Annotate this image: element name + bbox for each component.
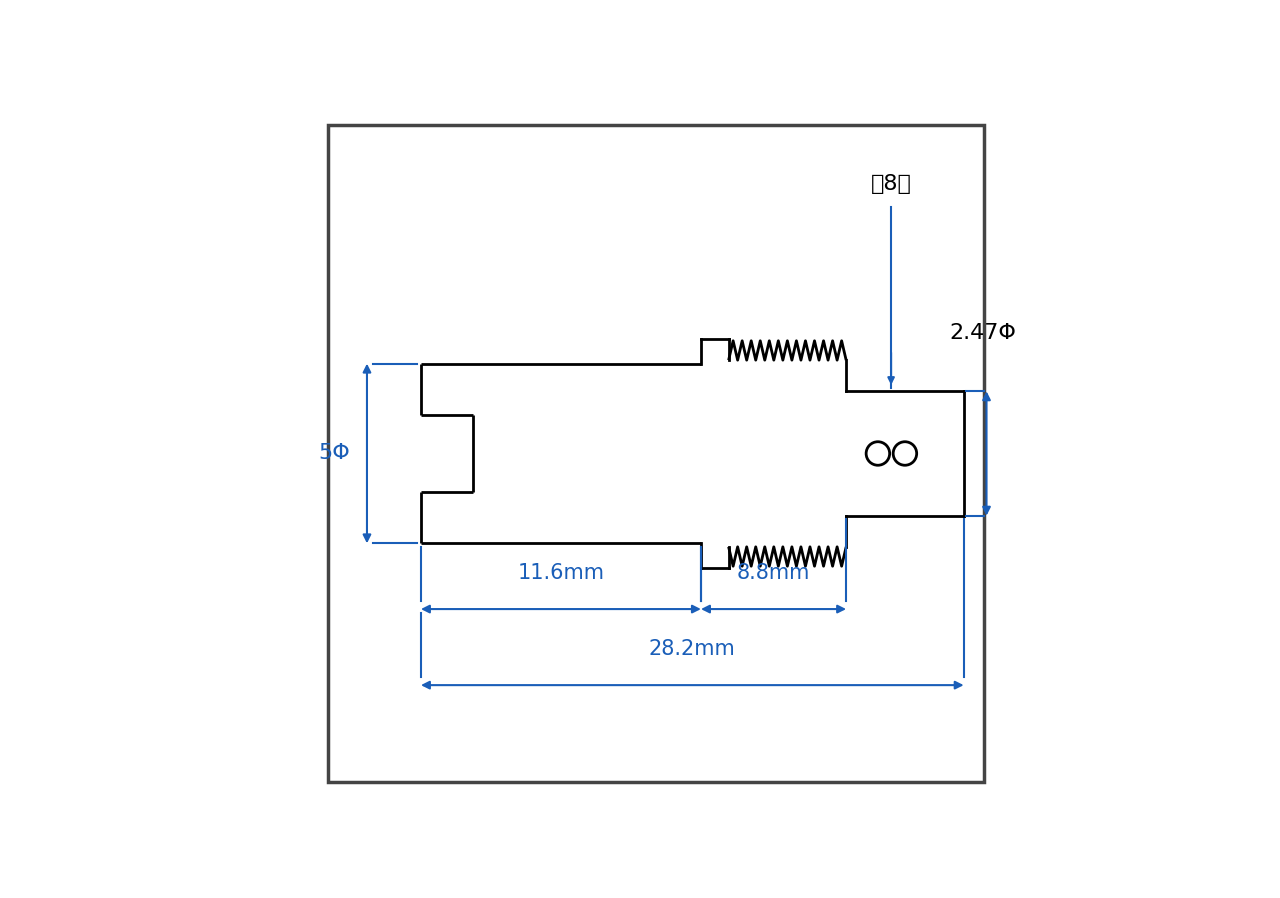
Text: 28.2mm: 28.2mm [649,638,736,659]
Text: 穴8ケ: 穴8ケ [870,174,911,194]
Text: 11.6mm: 11.6mm [517,563,604,583]
Text: 5Φ: 5Φ [317,444,349,463]
Text: 2.47Φ: 2.47Φ [950,323,1016,343]
Text: 8.8mm: 8.8mm [737,563,810,583]
